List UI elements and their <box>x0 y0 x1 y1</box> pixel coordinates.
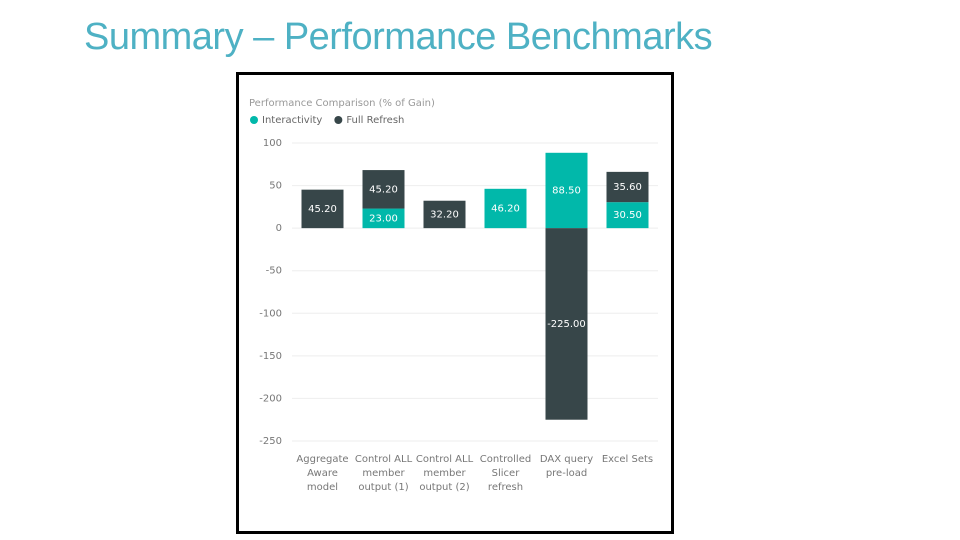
slide-title: Summary – Performance Benchmarks <box>84 16 713 58</box>
y-tick-label: 0 <box>276 223 282 234</box>
legend-swatch <box>250 116 258 124</box>
data-label: -225.00 <box>547 319 586 330</box>
y-tick-label: -200 <box>259 393 282 404</box>
chart-title: Performance Comparison (% of Gain) <box>249 98 435 109</box>
y-tick-label: -50 <box>266 266 282 277</box>
x-tick-label: Control ALL member output (1) <box>354 454 413 493</box>
chart-frame <box>236 72 674 534</box>
bar-segment <box>545 152 588 229</box>
bar-segment <box>362 170 405 209</box>
x-tick-label: Controlled Slicer refresh <box>479 454 532 493</box>
y-tick-label: -100 <box>259 308 282 319</box>
data-label: 32.20 <box>430 209 459 220</box>
data-label: 88.50 <box>552 185 581 196</box>
x-tick-label: Aggregate Aware model <box>296 454 349 493</box>
legend-label: Full Refresh <box>346 115 404 126</box>
bar-segment <box>362 208 405 229</box>
data-label: 45.20 <box>308 204 337 215</box>
y-tick-label: 100 <box>263 138 282 149</box>
legend-label: Interactivity <box>262 115 322 126</box>
legend-swatch <box>334 116 343 124</box>
data-label: 30.50 <box>613 210 642 221</box>
x-tick-label: Control ALL member output (2) <box>415 454 474 493</box>
data-label: 35.60 <box>613 182 642 193</box>
bar-segment <box>423 200 466 229</box>
bar-segment <box>301 189 344 229</box>
bar-segment <box>606 171 649 203</box>
y-tick-label: -250 <box>259 436 282 447</box>
data-label: 46.20 <box>491 203 520 214</box>
y-tick-label: -150 <box>259 351 282 362</box>
bar-segment <box>606 202 649 229</box>
y-tick-label: 50 <box>269 181 282 192</box>
x-tick-label: Excel Sets <box>601 454 654 465</box>
bar-segment <box>484 188 527 229</box>
data-label: 45.20 <box>369 184 398 195</box>
x-tick-label: DAX query pre-load <box>539 454 594 479</box>
bar-segment <box>545 228 588 420</box>
data-label: 23.00 <box>369 213 398 224</box>
